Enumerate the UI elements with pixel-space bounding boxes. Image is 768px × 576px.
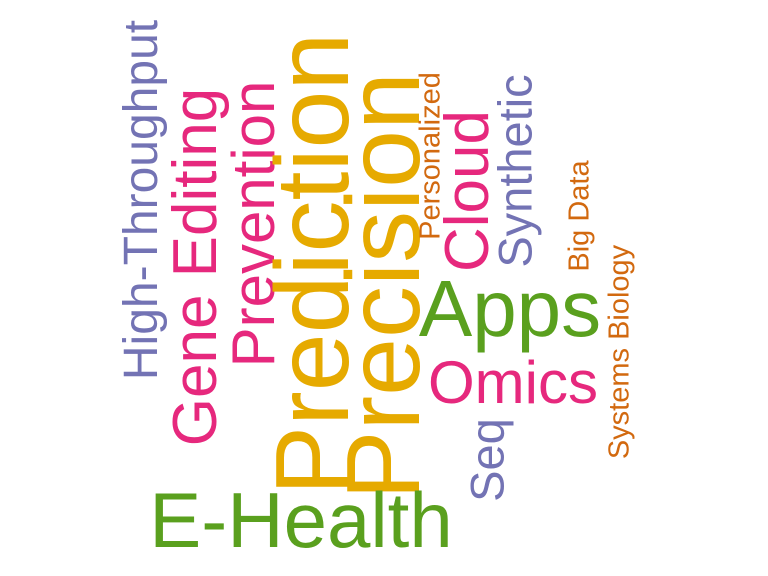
word-big-data: Big Data bbox=[563, 160, 596, 272]
word-e-health: E-Health bbox=[149, 476, 453, 564]
word-synthetic: Synthetic bbox=[488, 74, 542, 268]
word-apps: Apps bbox=[418, 264, 602, 353]
word-gene-editing: Gene Editing bbox=[161, 87, 230, 447]
word-omics: Omics bbox=[428, 349, 598, 416]
word-seq: Seq bbox=[460, 418, 514, 502]
word-high-throughput: High-Throughput bbox=[115, 19, 168, 381]
word-systems-biology: Systems Biology bbox=[603, 244, 636, 460]
